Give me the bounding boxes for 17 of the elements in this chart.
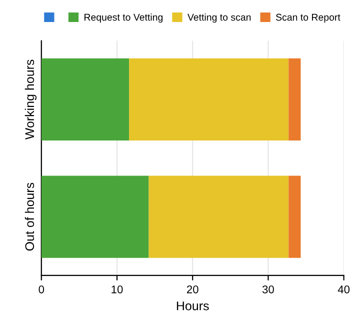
bar: [288, 176, 301, 258]
bar: [41, 58, 130, 141]
x-tick-label: 20: [186, 285, 198, 294]
bar: [148, 176, 289, 258]
y-tick-label: Working hours: [24, 60, 37, 140]
y-tick-label: Out of hours: [24, 182, 34, 251]
legend-label: Scan to Report: [276, 14, 340, 23]
bar: [129, 58, 289, 141]
bar: [288, 58, 301, 141]
legend-label: Request to Vetting: [84, 14, 163, 23]
x-tick-label: 30: [262, 285, 274, 294]
legend-label: Vetting to scan: [188, 14, 251, 23]
x-tick-label: 0: [38, 285, 44, 294]
x-axis-title: Hours: [176, 302, 209, 310]
x-tick-label: 40: [338, 285, 350, 294]
bar: [41, 176, 149, 258]
x-tick-label: 10: [112, 285, 123, 294]
